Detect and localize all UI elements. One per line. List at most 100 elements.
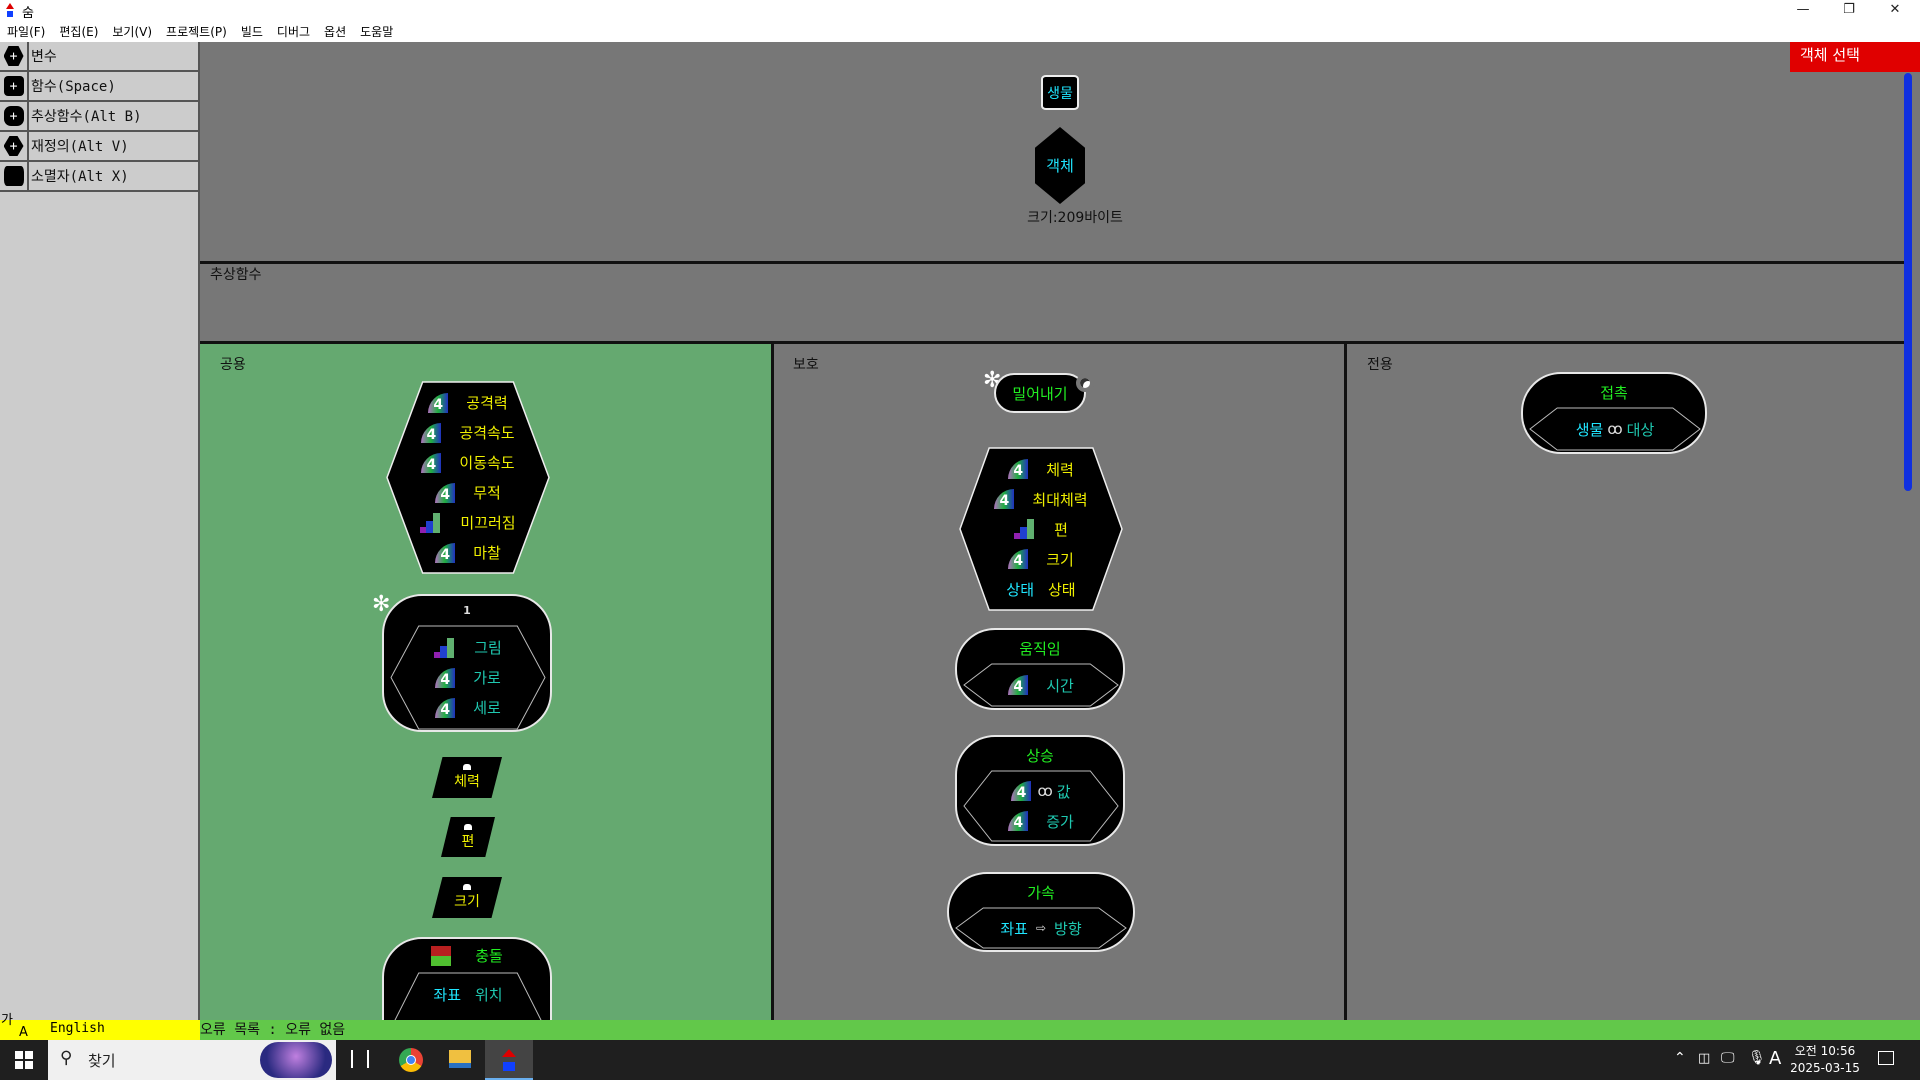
chrome-icon[interactable] — [399, 1048, 423, 1072]
move-function-node[interactable]: 움직임 4 시간 — [955, 628, 1125, 710]
menu-file[interactable]: 파일(F) — [7, 25, 46, 39]
field-row[interactable]: 4 무적 — [435, 478, 501, 508]
event-title: 충돌 — [475, 947, 503, 965]
property-node[interactable]: 체력 — [432, 757, 502, 798]
collision-node[interactable]: 충돌 좌표 위치 — [382, 937, 552, 1020]
property-name: 체력 — [454, 774, 480, 790]
diamond-plus-icon: + — [3, 136, 24, 156]
param-row[interactable]: 4 가로 — [435, 663, 501, 693]
menu-bar: 파일(F) 편집(E) 보기(V) 프로젝트(P) 빌드 디버그 옵션 도움말 — [0, 21, 1920, 42]
close-button[interactable]: ✕ — [1889, 2, 1901, 17]
sidebar-item-function[interactable]: + 함수(Space) — [0, 72, 198, 102]
field-row[interactable]: 편 — [1014, 514, 1068, 544]
abstract-section-label: 추상함수 — [210, 267, 262, 283]
field-row[interactable]: 4 크기 — [1008, 544, 1074, 574]
clock[interactable]: 오전 10:56 2025-03-15 — [1790, 1043, 1860, 1077]
field-row[interactable]: 4 체력 — [1008, 454, 1074, 484]
param-type: 생물 — [1575, 420, 1604, 439]
number-type-icon: 4 — [1008, 811, 1029, 831]
notification-icon[interactable] — [1878, 1051, 1894, 1065]
lock-icon — [464, 823, 472, 830]
camera-icon[interactable]: ◫ — [1698, 1051, 1711, 1066]
object-class-node[interactable]: 객체 — [1035, 127, 1085, 204]
field-row[interactable]: 미끄러짐 — [420, 508, 516, 538]
show-hidden-icons[interactable]: ⌃ — [1674, 1050, 1686, 1066]
field-name: 이동속도 — [459, 454, 515, 472]
menu-view[interactable]: 보기(V) — [112, 25, 153, 39]
select-object-button[interactable]: 객체 선택 — [1790, 42, 1920, 72]
sidebar-item-variable[interactable]: + 변수 — [0, 42, 198, 72]
push-function-node[interactable]: 밀어내기 — [994, 373, 1086, 413]
menu-help[interactable]: 도움말 — [360, 25, 394, 39]
param-row[interactable]: 4 세로 — [435, 693, 501, 723]
contact-function-node[interactable]: 접촉 생물 ꝏ 대상 — [1521, 372, 1707, 454]
search-placeholder: 찾기 — [88, 1052, 116, 1070]
minimize-button[interactable]: — — [1796, 2, 1810, 17]
reference-icon: ꝏ — [1607, 420, 1623, 438]
sidebar-item-destructor[interactable]: 소멸자(Alt X) — [0, 162, 198, 192]
accel-function-node[interactable]: 가속 좌표 ⇨ 방향 — [947, 872, 1135, 952]
param-row[interactable]: 4 시간 — [1008, 670, 1074, 700]
field-row[interactable]: 4 이동속도 — [421, 448, 515, 478]
protected-fields-node[interactable]: 4 체력 4 최대체력 편 4 크기 상태 상태 — [960, 448, 1122, 610]
ime-indicator[interactable]: A — [1769, 1048, 1782, 1069]
param-name: 방향 — [1054, 919, 1082, 938]
menu-debug[interactable]: 디버그 — [276, 25, 311, 39]
field-row[interactable]: 상태 상태 — [1006, 574, 1075, 604]
private-label: 전용 — [1367, 357, 1393, 373]
field-row[interactable]: 4 최대체력 — [994, 484, 1088, 514]
constructor-title: 1 — [463, 604, 471, 617]
network-icon[interactable]: 🖵 — [1721, 1050, 1735, 1066]
parent-class-node[interactable]: 생물 — [1041, 75, 1079, 110]
field-type: 상태 — [1006, 580, 1034, 599]
restore-button[interactable]: ❐ — [1843, 2, 1855, 17]
param-row[interactable]: 생물 ꝏ 대상 — [1576, 414, 1655, 444]
field-row[interactable]: 4 공격속도 — [421, 418, 515, 448]
event-icon — [431, 945, 452, 966]
sidebar-item-abstract-function[interactable]: + 추상함수(Alt B) — [0, 102, 198, 132]
field-name: 상태 — [1048, 580, 1076, 599]
ime-status: 가 A English — [0, 1013, 200, 1040]
param-row[interactable]: 좌표 ⇨ 방향 — [1000, 913, 1081, 943]
task-view-icon[interactable] — [351, 1050, 369, 1068]
asterisk-icon: ✻ — [372, 592, 391, 617]
field-name: 체력 — [1046, 460, 1074, 479]
scrollbar[interactable] — [1904, 73, 1912, 491]
number-type-icon: 4 — [435, 542, 456, 563]
field-name: 공격속도 — [459, 424, 515, 442]
param-name: 가로 — [473, 669, 501, 687]
param-name: 값 — [1056, 782, 1071, 801]
property-node[interactable]: 편 — [441, 817, 495, 857]
param-name: 세로 — [473, 699, 501, 717]
menu-build[interactable]: 빌드 — [240, 25, 263, 39]
menu-options[interactable]: 옵션 — [324, 25, 347, 39]
property-name: 편 — [461, 833, 475, 850]
sidebar-item-override[interactable]: + 재정의(Alt V) — [0, 132, 198, 162]
param-row[interactable]: 그림 — [434, 633, 502, 663]
function-name: 밀어내기 — [1012, 384, 1068, 403]
error-list-status[interactable]: 오류 목록 : 오류 없음 — [200, 1020, 1920, 1040]
public-fields-node[interactable]: 4 공격력 4 공격속도 4 이동속도 4 무적 미끄러짐 4 마찰 — [387, 382, 549, 573]
microphone-icon[interactable]: 🎙 — [1748, 1050, 1766, 1066]
function-name: 움직임 — [1019, 640, 1061, 658]
menu-project[interactable]: 프로젝트(P) — [166, 25, 227, 39]
file-explorer-icon[interactable] — [449, 1050, 471, 1068]
taskbar-search[interactable]: ⚲ 찾기 — [48, 1040, 336, 1080]
bar-number-type-icon — [434, 637, 456, 658]
field-name: 무적 — [473, 484, 501, 502]
field-row[interactable]: 4 공격력 — [428, 388, 508, 418]
window-title: 숨 — [22, 6, 34, 21]
app-taskbar-button[interactable] — [485, 1040, 533, 1080]
param-row[interactable]: 4 증가 — [1008, 806, 1074, 836]
menu-edit[interactable]: 편집(E) — [59, 25, 99, 39]
param-row[interactable]: 좌표 위치 — [391, 979, 545, 1009]
windows-start-icon[interactable] — [15, 1051, 33, 1069]
app-icon — [6, 3, 14, 17]
property-node[interactable]: 크기 — [432, 877, 502, 918]
constructor-node[interactable]: 1 그림 4 가로 4 세로 — [382, 594, 552, 732]
param-name: 시간 — [1046, 676, 1074, 695]
sidebar-item-label: 재정의(Alt V) — [31, 139, 129, 155]
field-row[interactable]: 4 마찰 — [435, 538, 501, 568]
